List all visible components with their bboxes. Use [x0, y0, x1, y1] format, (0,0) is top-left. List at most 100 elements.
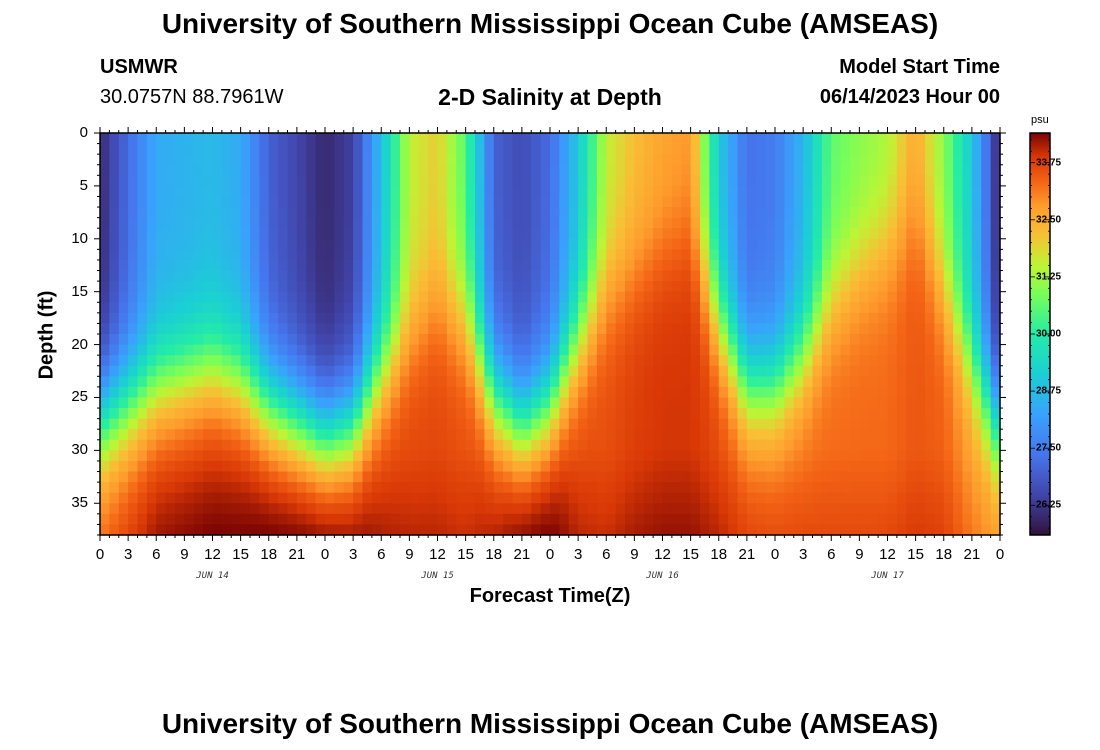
- heatmap-cell: [709, 471, 720, 483]
- heatmap-cell: [540, 334, 551, 346]
- heatmap-cell: [943, 460, 954, 473]
- heatmap-cell: [925, 439, 935, 451]
- heatmap-cell: [475, 503, 485, 515]
- heatmap-cell: [315, 259, 326, 272]
- heatmap-cell: [821, 386, 832, 399]
- heatmap-cell: [587, 217, 598, 229]
- heatmap-cell: [971, 344, 982, 356]
- heatmap-cell: [221, 312, 232, 325]
- heatmap-cell: [850, 164, 860, 176]
- heatmap-cell: [653, 418, 664, 430]
- heatmap-cell: [756, 259, 767, 272]
- heatmap-cell: [437, 471, 448, 483]
- heatmap-cell: [156, 207, 167, 219]
- heatmap-cell: [587, 154, 598, 166]
- heatmap-cell: [503, 408, 514, 420]
- heatmap-cell: [821, 439, 832, 451]
- heatmap-cell: [850, 492, 860, 504]
- heatmap-cell: [475, 397, 485, 409]
- heatmap-cell: [315, 164, 326, 176]
- heatmap-cell: [156, 259, 167, 272]
- heatmap-cell: [390, 228, 401, 240]
- heatmap-cell: [484, 439, 495, 451]
- heatmap-cell: [615, 513, 626, 526]
- heatmap-cell: [221, 270, 232, 282]
- heatmap-cell: [221, 334, 232, 346]
- heatmap-cell: [221, 460, 232, 473]
- heatmap-cell: [643, 355, 654, 367]
- heatmap-cell: [896, 164, 907, 176]
- x-tick-label: 6: [377, 546, 386, 563]
- heatmap-cell: [371, 270, 382, 282]
- heatmap-cell: [418, 492, 429, 504]
- heatmap-cell: [137, 228, 148, 240]
- heatmap-cell: [643, 154, 654, 166]
- heatmap-cell: [709, 429, 720, 441]
- heatmap-cell: [250, 471, 260, 483]
- heatmap-cell: [634, 365, 645, 377]
- heatmap-cell: [746, 429, 757, 441]
- heatmap-cell: [596, 143, 607, 155]
- heatmap-cell: [568, 376, 579, 388]
- heatmap-cell: [850, 450, 860, 462]
- heatmap-cell: [287, 450, 298, 462]
- heatmap-cell: [371, 133, 382, 145]
- heatmap-cell: [137, 143, 148, 155]
- heatmap-cell: [193, 302, 204, 314]
- heatmap-cell: [615, 376, 626, 388]
- heatmap-cell: [531, 270, 542, 282]
- heatmap-cell: [775, 439, 785, 451]
- heatmap-cell: [906, 238, 917, 250]
- heatmap-cell: [812, 471, 823, 483]
- heatmap-cell: [840, 482, 851, 494]
- heatmap-cell: [521, 302, 532, 314]
- heatmap-cell: [925, 291, 935, 303]
- heatmap-cell: [296, 524, 307, 536]
- heatmap-cell: [203, 302, 214, 314]
- heatmap-cell: [315, 143, 326, 155]
- heatmap-cell: [718, 386, 729, 399]
- heatmap-cell: [625, 365, 635, 377]
- heatmap-cell: [953, 344, 964, 356]
- heatmap-cell: [615, 503, 626, 515]
- heatmap-cell: [690, 482, 701, 494]
- heatmap-cell: [306, 207, 317, 219]
- heatmap-cell: [906, 323, 917, 335]
- heatmap-cell: [456, 270, 467, 282]
- heatmap-cell: [634, 439, 645, 451]
- heatmap-cell: [728, 196, 739, 208]
- heatmap-cell: [268, 376, 279, 388]
- heatmap-cell: [981, 291, 992, 303]
- heatmap-cell: [250, 397, 260, 409]
- heatmap-cell: [840, 344, 851, 356]
- heatmap-cell: [268, 418, 279, 430]
- heatmap-cell: [878, 133, 889, 145]
- heatmap-cell: [587, 513, 598, 526]
- heatmap-cell: [409, 164, 420, 176]
- heatmap-cell: [465, 164, 476, 176]
- heatmap-cell: [381, 281, 392, 293]
- heatmap-cell: [906, 249, 917, 261]
- heatmap-cell: [587, 355, 598, 367]
- heatmap-cell: [203, 397, 214, 409]
- heatmap-cell: [831, 228, 842, 240]
- heatmap-cell: [756, 365, 767, 377]
- heatmap-cell: [128, 376, 139, 388]
- heatmap-cell: [559, 249, 570, 261]
- heatmap-cell: [212, 355, 223, 367]
- heatmap-cell: [653, 259, 664, 272]
- heatmap-cell: [662, 175, 673, 187]
- heatmap-cell: [493, 228, 504, 240]
- heatmap-cell: [868, 460, 879, 473]
- heatmap-cell: [643, 164, 654, 176]
- heatmap-cell: [306, 344, 317, 356]
- heatmap-cell: [465, 196, 476, 208]
- heatmap-cell: [128, 228, 139, 240]
- heatmap-cell: [784, 386, 795, 399]
- heatmap-cell: [418, 418, 429, 430]
- heatmap-cell: [784, 323, 795, 335]
- heatmap-cell: [456, 503, 467, 515]
- heatmap-cell: [353, 429, 364, 441]
- heatmap-cell: [615, 228, 626, 240]
- heatmap-cell: [662, 259, 673, 272]
